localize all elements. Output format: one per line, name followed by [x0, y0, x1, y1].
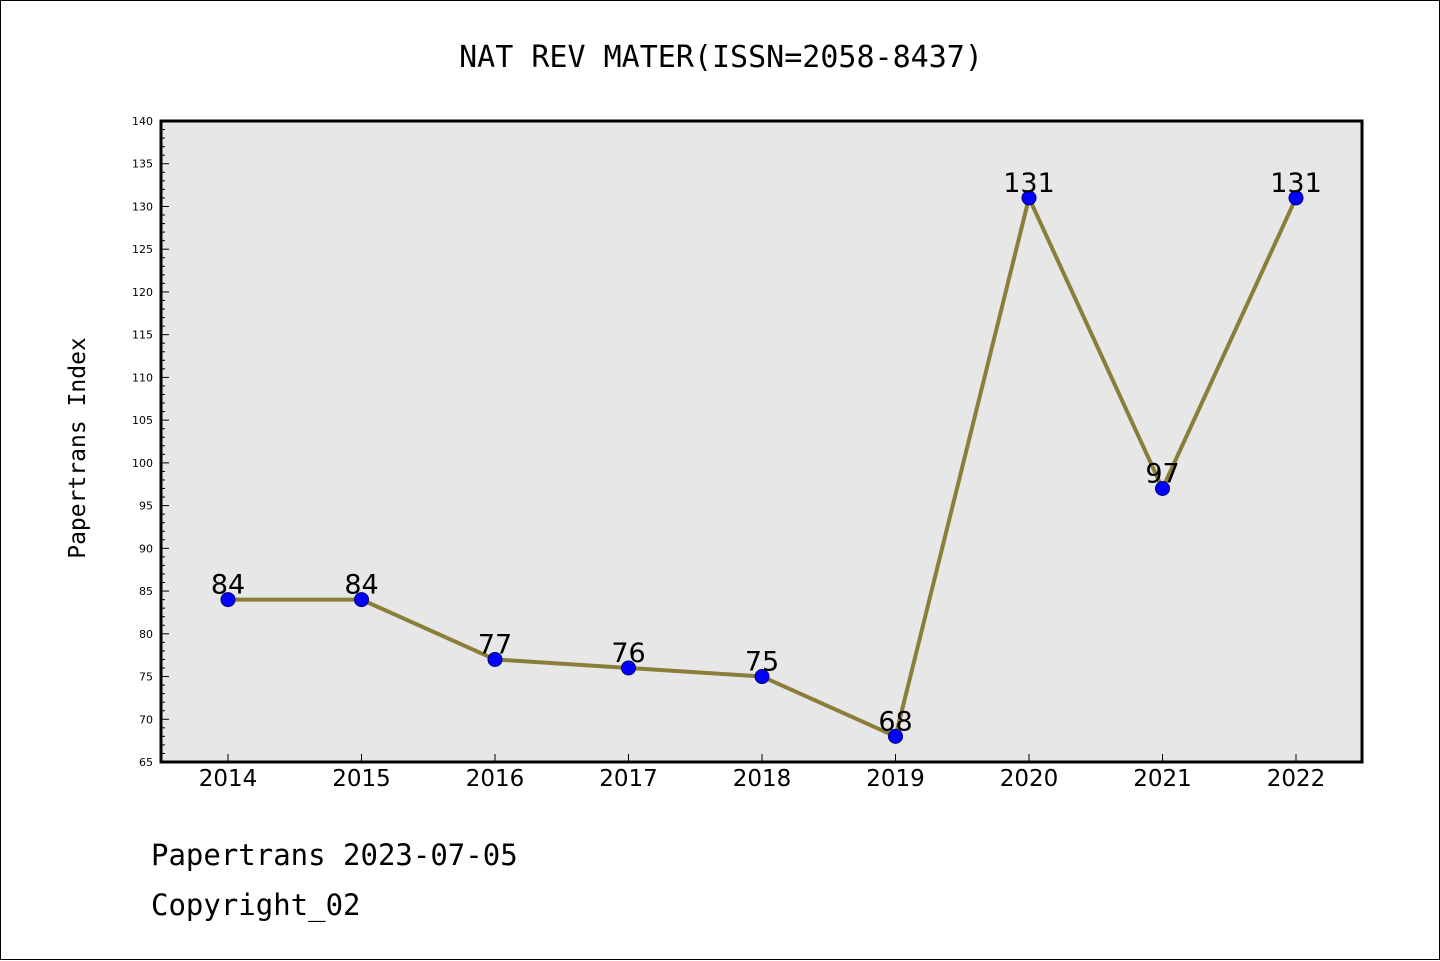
y-tick-label: 120: [132, 286, 153, 299]
data-point-marker: [1288, 190, 1304, 206]
y-tick-label: 80: [139, 628, 153, 641]
x-tick-label: 2018: [733, 766, 792, 792]
x-tick-label: 2015: [332, 766, 391, 792]
data-label: 97: [1145, 459, 1179, 490]
data-point-marker: [621, 660, 636, 676]
data-label: 77: [478, 629, 512, 660]
plot-area: [161, 121, 1362, 762]
y-tick-label: 105: [132, 414, 153, 427]
plot-border: [159, 119, 1364, 764]
data-label: 75: [745, 647, 779, 678]
y-tick-label: 100: [132, 457, 153, 470]
x-tick-label: 2014: [199, 766, 258, 792]
y-tick-label: 125: [132, 243, 153, 256]
data-labels: 84 84 77 76 75 68 131 97 131: [211, 168, 1322, 737]
y-axis-title: Papertrans Index: [65, 337, 91, 559]
y-tick-label: 65: [139, 756, 153, 769]
data-point-marker: [754, 669, 770, 685]
data-label: 131: [1003, 168, 1055, 199]
y-tick-label: 70: [139, 713, 153, 726]
y-tick-label: 75: [139, 671, 153, 684]
y-tick-label: 85: [139, 585, 153, 598]
data-label: 84: [344, 570, 378, 601]
y-tick-label: 135: [132, 158, 153, 171]
data-point-marker: [354, 592, 369, 608]
y-tick-label: 140: [132, 115, 153, 128]
y-tick-label: 115: [132, 329, 153, 342]
data-points: [220, 190, 1304, 744]
x-tick-label: 2022: [1267, 766, 1326, 792]
y-tick-label: 130: [132, 200, 153, 213]
y-axis: 65 70 75 80 85 90 95 100 105 110 115 120 125 130 135 14…: [132, 115, 169, 769]
data-point-marker: [1021, 190, 1037, 206]
footer-copyright: Copyright_02: [151, 888, 361, 923]
y-tick-label: 110: [132, 371, 153, 384]
y-tick-label: 90: [139, 542, 153, 555]
data-point-marker: [1155, 481, 1170, 497]
chart-title: NAT REV MATER(ISSN=2058-8437): [459, 40, 983, 75]
x-tick-label: 2020: [1000, 766, 1059, 792]
footer-date: Papertrans 2023-07-05: [151, 838, 518, 872]
data-point-marker: [888, 728, 903, 744]
x-tick-label: 2019: [866, 766, 925, 792]
x-tick-label: 2021: [1133, 766, 1192, 792]
y-tick-label: 95: [139, 500, 153, 513]
x-tick-label: 2016: [466, 766, 525, 792]
data-label: 131: [1270, 168, 1322, 199]
data-point-marker: [487, 651, 503, 667]
x-tick-label: 2017: [599, 766, 658, 792]
data-label: 76: [611, 638, 645, 669]
data-label: 68: [878, 706, 912, 737]
data-label: 84: [211, 570, 245, 601]
data-point-marker: [220, 592, 236, 608]
